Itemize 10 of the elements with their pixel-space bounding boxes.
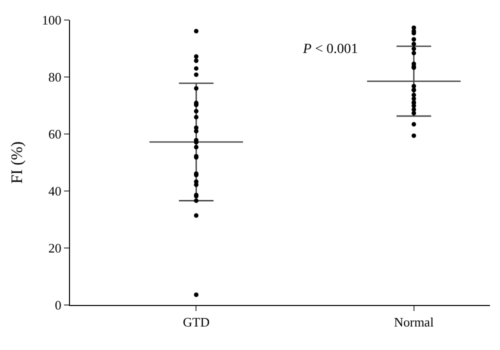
x-tick-label: Normal	[394, 314, 434, 330]
y-tick-label: 20	[48, 240, 62, 256]
y-tick-label: 100	[42, 12, 62, 28]
annotation: P < 0.001	[302, 42, 358, 57]
y-tick-label: 60	[48, 126, 62, 142]
x-tick-label: GTD	[182, 314, 210, 330]
y-tick-label: 40	[48, 184, 62, 199]
y-tick-label: 0	[54, 298, 62, 313]
y-axis-title: FI (%)	[8, 141, 26, 184]
y-tick-label: 80	[48, 70, 62, 85]
